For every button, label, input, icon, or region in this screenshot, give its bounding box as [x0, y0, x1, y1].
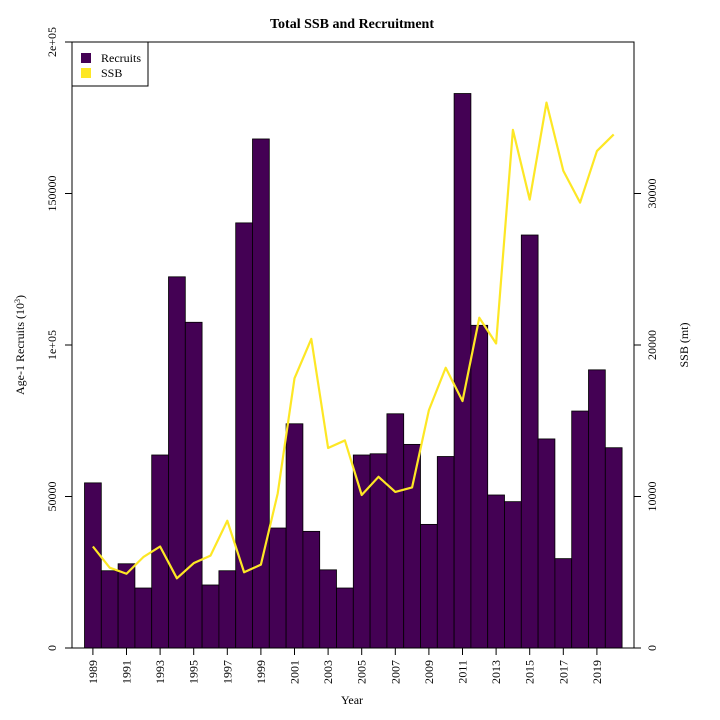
recruits-bar-2014: [504, 501, 522, 649]
right-tick-label: 20000: [645, 330, 659, 360]
recruits-bar-2002: [302, 530, 321, 649]
recruits-bar-2019: [588, 369, 606, 649]
recruits-bar-1999: [252, 138, 270, 649]
left-y-axis: 0 50000 1e+05 150000 2e+05: [45, 27, 72, 651]
recruits-bar-1995: [184, 321, 203, 649]
legend: Recruits SSB: [71, 41, 149, 87]
recruits-bar-1989: [84, 482, 102, 649]
recruits-bar-1996: [201, 584, 220, 649]
recruits-bar-2010: [436, 456, 455, 649]
recruits-bar-1998: [235, 222, 253, 649]
x-tick-label: 2007: [388, 660, 402, 684]
x-tick-label: 2019: [590, 660, 604, 684]
recruits-bar-2008: [403, 443, 421, 649]
right-y-axis-label: SSB (mt): [677, 322, 691, 367]
x-tick-label: 1989: [86, 660, 100, 684]
x-tick-label: 2009: [422, 660, 436, 684]
x-tick-label: 1997: [220, 660, 234, 684]
left-tick-label: 1e+05: [45, 330, 59, 360]
right-tick-label: 10000: [645, 482, 659, 512]
right-tick-label: 0: [645, 645, 659, 651]
x-tick-label: 2011: [456, 660, 470, 684]
legend-swatch-recruits: [81, 53, 91, 63]
recruits-bar-2001: [285, 423, 304, 649]
bars-layer: [84, 93, 623, 649]
recruits-bar-2005: [352, 454, 371, 649]
recruits-bar-2009: [420, 523, 438, 649]
recruits-bar-2004: [336, 587, 354, 649]
x-tick-label: 1999: [254, 660, 268, 684]
left-tick-label: 0: [45, 645, 59, 651]
ssb-line: [92, 101, 615, 580]
x-axis: 1989 1991 1993 1995 1997 1999 2001 2003 2005 2007…: [86, 648, 604, 684]
recruits-bar-2020: [604, 447, 623, 649]
ssb-line-layer: [92, 101, 615, 580]
legend-swatch-ssb: [81, 68, 91, 78]
recruits-bar-1994: [168, 276, 186, 649]
left-tick-label: 2e+05: [45, 27, 59, 57]
x-axis-label: Year: [341, 693, 363, 707]
recruits-bar-1990: [100, 570, 119, 649]
x-tick-label: 1995: [187, 660, 201, 684]
recruits-bar-2015: [520, 234, 539, 649]
legend-label-ssb: SSB: [101, 66, 122, 80]
right-y-axis: 0 10000 20000 30000: [634, 179, 659, 651]
legend-box: [71, 41, 149, 87]
x-tick-label: 1991: [120, 660, 134, 684]
recruits-bar-1997: [218, 570, 237, 649]
x-tick-label: 2001: [288, 660, 302, 684]
x-tick-label: 2005: [355, 660, 369, 684]
recruits-bar-2012: [470, 324, 489, 649]
recruits-bar-1991: [117, 563, 136, 649]
x-tick-label: 2013: [489, 660, 503, 684]
left-y-axis-label: Age-1 Recruits (103): [13, 295, 27, 395]
left-tick-label: 50000: [45, 482, 59, 512]
right-tick-label: 30000: [645, 179, 659, 209]
chart-title: Total SSB and Recruitment: [270, 17, 434, 32]
x-tick-label: 2015: [523, 660, 537, 684]
x-tick-label: 2003: [321, 660, 335, 684]
recruits-bar-2018: [571, 410, 589, 649]
left-tick-label: 150000: [45, 176, 59, 212]
recruits-bar-2000: [268, 527, 287, 649]
x-tick-label: 2017: [556, 660, 570, 684]
x-tick-label: 1993: [153, 660, 167, 684]
recruits-bar-1992: [134, 587, 153, 649]
recruits-bar-2016: [537, 438, 556, 649]
recruits-bar-2013: [487, 494, 505, 649]
recruits-bar-2017: [554, 558, 573, 649]
recruits-bar-2003: [319, 569, 337, 649]
recruits-bar-2007: [386, 413, 405, 649]
legend-label-recruits: Recruits: [101, 51, 141, 65]
